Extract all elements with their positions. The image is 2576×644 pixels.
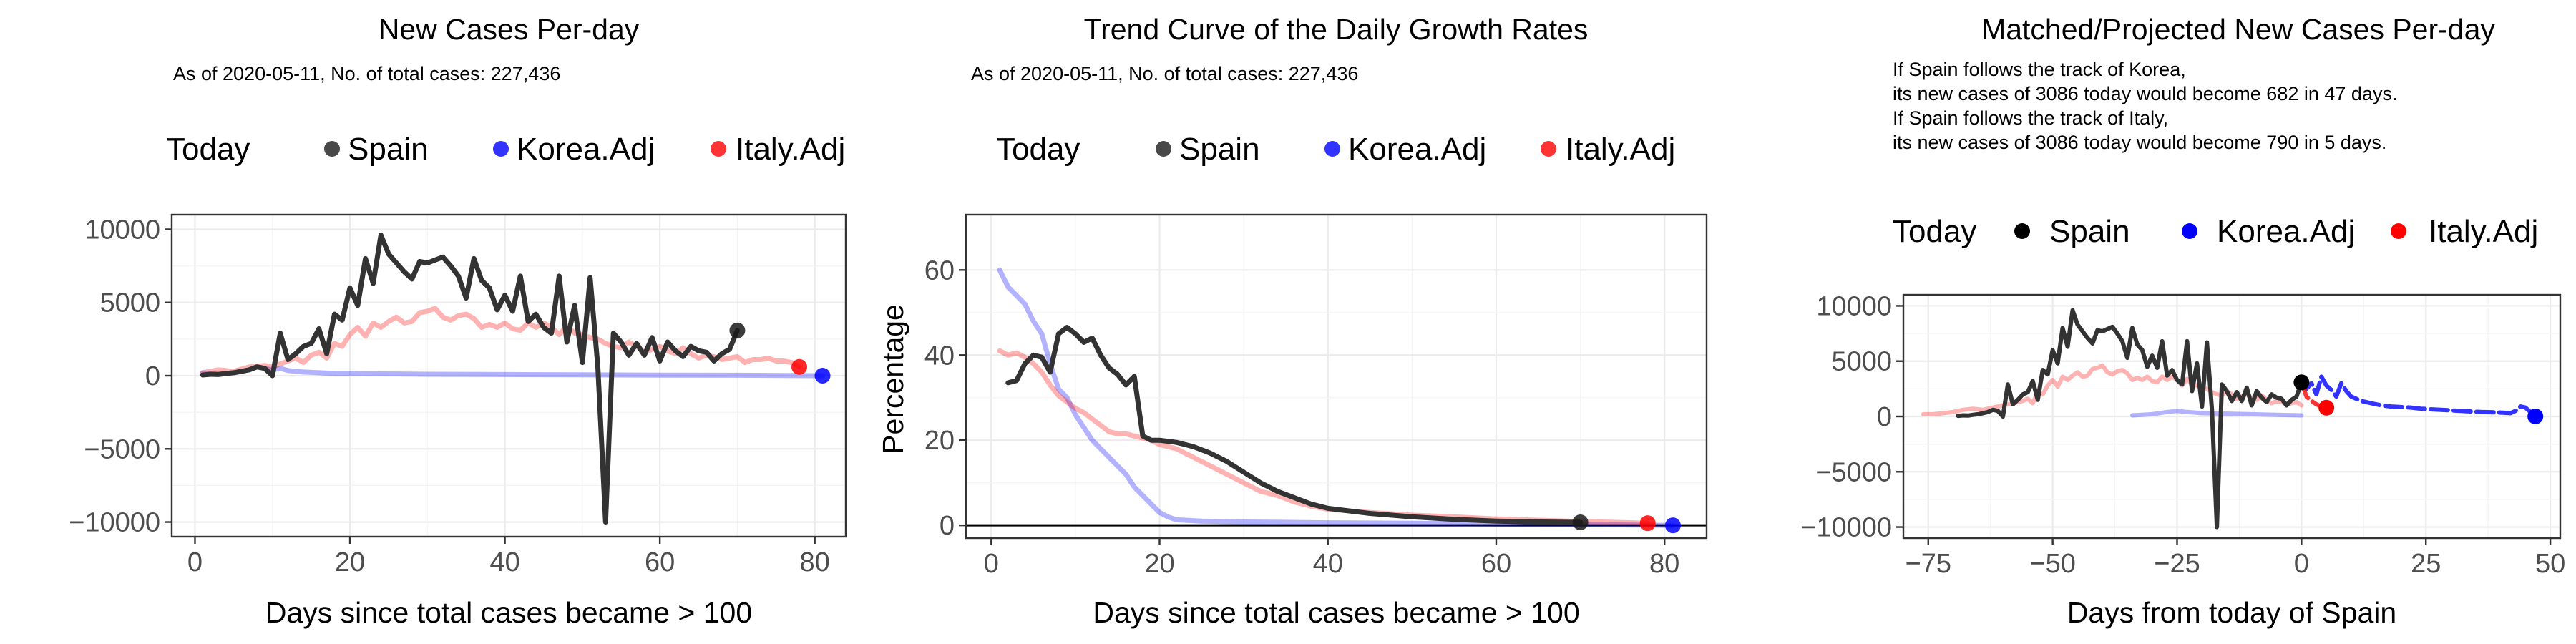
x-tick-label: 0 <box>2294 549 2309 579</box>
series-line-italy-adj <box>997 348 1651 526</box>
grid <box>1903 295 2560 538</box>
x-tick-label: 40 <box>489 547 519 577</box>
legend: Today Spain Korea.Adj Italy.Adj <box>996 132 1675 167</box>
legend-key <box>711 141 726 157</box>
legend-key <box>324 141 340 157</box>
x-tick-label: 20 <box>335 547 365 577</box>
x-tick-label: 50 <box>2535 549 2565 579</box>
y-tick-label: 60 <box>924 255 955 286</box>
series-line-spain <box>1005 325 1584 525</box>
legend-key <box>1156 141 1171 157</box>
x-axis-label: Days from today of Spain <box>2067 596 2396 629</box>
x-axis-label: Days since total cases became > 100 <box>265 596 752 629</box>
legend-key <box>2391 223 2406 239</box>
legend-key <box>1541 141 1556 157</box>
y-axis-label: Percentage <box>877 304 909 454</box>
x-tick-label: 20 <box>1144 549 1174 579</box>
y-tick-label: −10000 <box>69 508 160 538</box>
chart-3: Matched/Projected New Cases Per-day If Sp… <box>1800 13 2565 629</box>
y-tick-label: 40 <box>924 341 955 371</box>
today-point-italy-adj <box>2318 399 2335 416</box>
series-line-spain <box>200 233 740 525</box>
x-tick-label: 40 <box>1313 549 1343 579</box>
legend: Today Spain Korea.Adj Italy.Adj <box>166 132 845 167</box>
series-line-korea-adj <box>997 267 1676 528</box>
x-tick-label: −25 <box>2154 549 2200 579</box>
legend-entry: Spain <box>348 132 429 167</box>
chart-subtitle: As of 2020-05-11, No. of total cases: 22… <box>173 63 560 84</box>
y-tick-label: 10000 <box>1816 291 1892 321</box>
legend-title: Today <box>1893 214 1976 249</box>
legend-entry: Italy.Adj <box>736 132 845 167</box>
chart-subtitle-line: If Spain follows the track of Korea, <box>1893 59 2186 80</box>
chart-2: Trend Curve of the Daily Growth Rates As … <box>877 13 1708 629</box>
legend-entry: Spain <box>2049 214 2130 249</box>
y-tick-label: −5000 <box>84 434 160 464</box>
today-point-korea-adj <box>2527 409 2544 424</box>
legend: Today Spain Korea.Adj Italy.Adj <box>1893 214 2538 249</box>
x-tick-label: 80 <box>800 547 830 577</box>
y-tick-label: 0 <box>940 511 955 541</box>
chart-title: New Cases Per-day <box>379 13 640 46</box>
x-tick-label: 60 <box>1481 549 1511 579</box>
series-line-korea-adj <box>200 364 825 379</box>
series-group <box>200 233 831 525</box>
today-point-italy-adj <box>1639 515 1656 532</box>
chart-subtitle-line: its new cases of 3086 today would become… <box>1893 83 2397 104</box>
today-point-italy-adj <box>791 358 808 375</box>
today-point-korea-adj <box>814 368 831 384</box>
x-tick-label: 0 <box>187 547 203 577</box>
legend-entry: Spain <box>1179 132 1260 167</box>
y-tick-label: −5000 <box>1815 457 1892 487</box>
chart-1: New Cases Per-day As of 2020-05-11, No. o… <box>69 13 847 629</box>
series-group <box>1921 308 2544 530</box>
x-tick-label: 0 <box>984 549 999 579</box>
y-tick-label: 5000 <box>99 288 160 318</box>
y-tick-label: 0 <box>1877 402 1892 432</box>
legend-entry: Italy.Adj <box>1566 132 1675 167</box>
series-line-spain <box>1956 308 2304 530</box>
legend-key <box>2182 223 2197 239</box>
legend-entry: Italy.Adj <box>2429 214 2538 249</box>
legend-title: Today <box>166 132 250 167</box>
chart-title: Matched/Projected New Cases Per-day <box>1981 13 2495 46</box>
today-point-korea-adj <box>1664 517 1681 534</box>
y-tick-label: 0 <box>145 361 160 391</box>
chart-subtitle: As of 2020-05-11, No. of total cases: 22… <box>971 63 1358 84</box>
x-tick-label: −50 <box>2029 549 2075 579</box>
today-point-spain <box>729 322 746 338</box>
grid <box>172 215 846 537</box>
grid <box>966 215 1707 538</box>
series-line-korea-adj-projected <box>2299 374 2538 419</box>
chart-subtitle-line: If Spain follows the track of Italy, <box>1893 107 2168 129</box>
legend-title: Today <box>996 132 1080 167</box>
today-point-spain <box>1572 514 1589 530</box>
series-group <box>997 267 1681 534</box>
plot-frame <box>965 213 1708 540</box>
legend-key <box>493 141 509 157</box>
x-tick-label: 25 <box>2411 549 2441 579</box>
y-tick-label: 10000 <box>84 215 160 245</box>
y-tick-label: 20 <box>924 426 955 456</box>
series-line-korea-adj <box>2129 409 2304 418</box>
chart-subtitle-line: its new cases of 3086 today would become… <box>1893 132 2386 153</box>
legend-entry: Korea.Adj <box>2217 214 2355 249</box>
series-line-italy-adj <box>200 306 802 376</box>
x-tick-label: 60 <box>645 547 675 577</box>
legend-key <box>2014 223 2030 239</box>
x-tick-label: −75 <box>1906 549 1951 579</box>
x-tick-label: 80 <box>1649 549 1679 579</box>
legend-key <box>1324 141 1340 157</box>
legend-entry: Korea.Adj <box>517 132 655 167</box>
chart-title: Trend Curve of the Daily Growth Rates <box>1084 13 1589 46</box>
x-axis-label: Days since total cases became > 100 <box>1093 596 1579 629</box>
today-point-spain <box>2293 374 2310 391</box>
y-tick-label: 5000 <box>1831 347 1892 377</box>
legend-entry: Korea.Adj <box>1348 132 1486 167</box>
y-tick-label: −10000 <box>1800 513 1892 543</box>
